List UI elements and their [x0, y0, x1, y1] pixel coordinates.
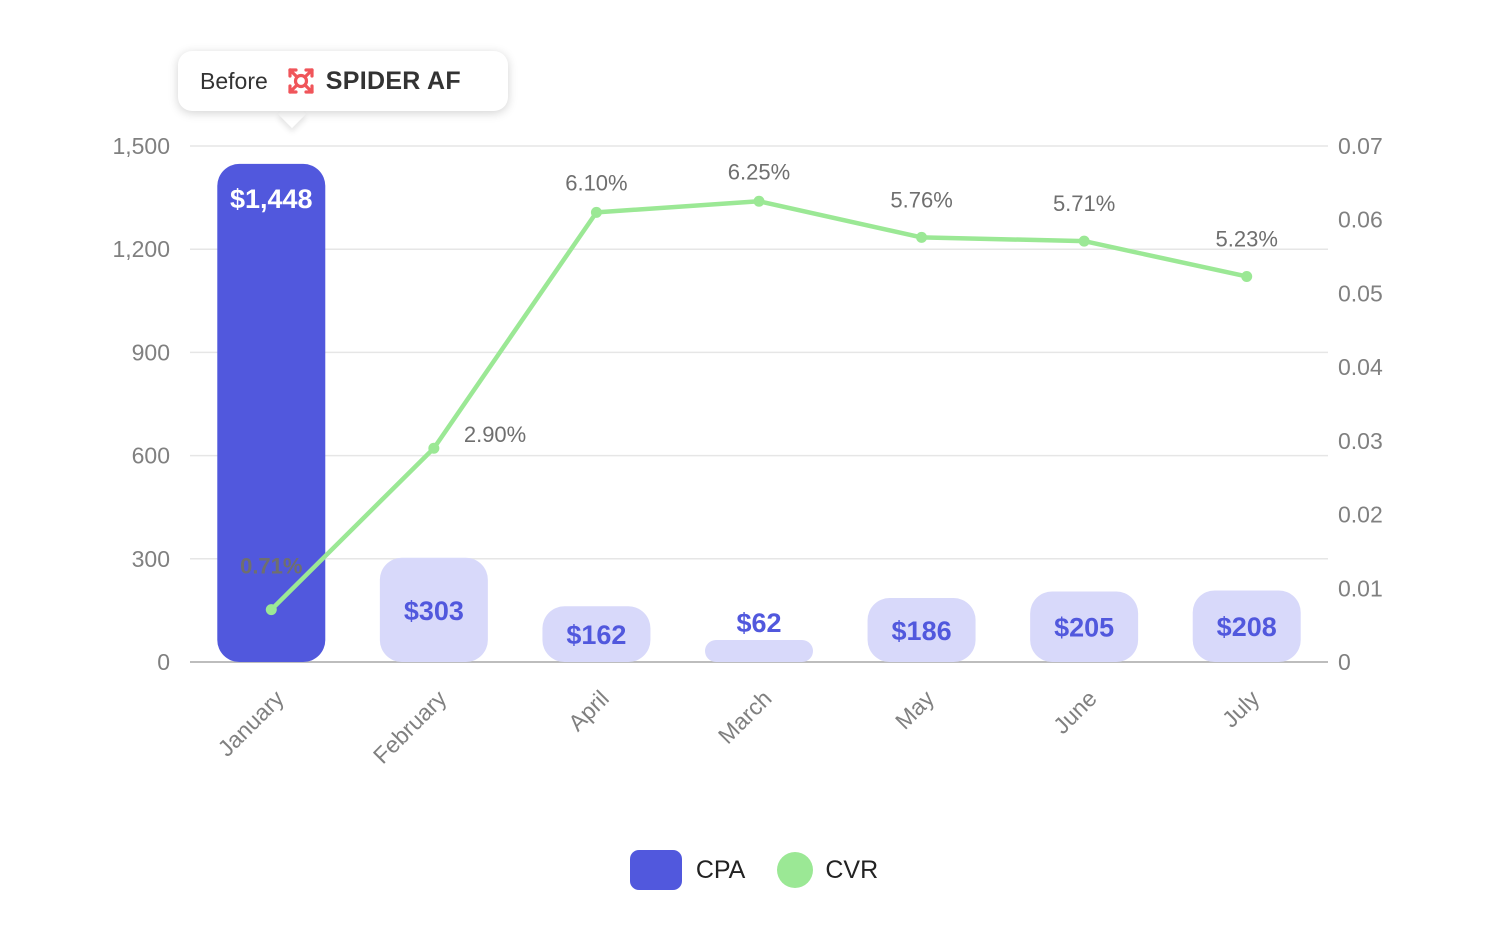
left-tick-label: 900	[132, 339, 170, 365]
cvr-point	[590, 206, 602, 218]
cpa-bar	[705, 640, 813, 662]
right-tick-label: 0.01	[1338, 575, 1383, 601]
cvr-data-label: 5.76%	[890, 187, 952, 212]
left-tick-label: 600	[132, 443, 170, 469]
legend-item-cpa[interactable]: CPA	[629, 850, 746, 890]
cvr-point	[916, 231, 928, 243]
legend: CPA CVR	[0, 850, 1508, 890]
right-tick-label: 0.07	[1338, 133, 1383, 159]
x-tick-label: May	[890, 685, 939, 734]
cpa-bar	[867, 598, 976, 662]
x-tick-label: February	[368, 685, 452, 769]
right-tick-label: 0.06	[1338, 207, 1383, 233]
cpa-bars: $1,448 $303 $162 $62 $186 $205 $208	[217, 163, 1301, 662]
tooltip-brand-text: SPIDER AF	[325, 66, 461, 95]
right-tick-label: 0.02	[1338, 502, 1383, 528]
cpa-data-label: $205	[1054, 613, 1114, 643]
cpa-data-label: $1,448	[230, 184, 313, 214]
cpa-bar	[542, 606, 651, 662]
cvr-point	[428, 442, 440, 454]
right-tick-label: 0.04	[1338, 354, 1383, 380]
cvr-point	[265, 604, 277, 616]
cpa-bar	[379, 557, 488, 662]
cvr-line: 0.71% 2.90% 6.10% 6.25% 5.76% 5.71% 5.23%	[240, 159, 1278, 616]
left-axis-ticks: 0 300 600 900 1,200 1,500	[112, 133, 170, 675]
cpa-data-label: $303	[404, 596, 464, 626]
left-tick-label: 1,500	[112, 133, 170, 159]
cpa-bar	[1192, 590, 1301, 662]
cpa-bar	[1030, 591, 1139, 662]
x-tick-label: June	[1048, 685, 1102, 739]
x-tick-label: January	[213, 685, 290, 762]
right-tick-label: 0	[1338, 649, 1351, 675]
x-axis-labels: January February April March May June July	[213, 685, 1265, 769]
cvr-point	[1241, 270, 1253, 282]
before-tooltip: Before SPIDER AF	[178, 51, 508, 111]
cvr-data-label: 5.23%	[1216, 226, 1278, 251]
cvr-data-label: 5.71%	[1053, 191, 1115, 216]
cpa-data-label: $162	[566, 620, 626, 650]
cpa-data-label: $208	[1217, 612, 1277, 642]
x-tick-label: April	[563, 685, 614, 736]
cvr-data-label: 0.71%	[240, 554, 302, 579]
left-tick-label: 300	[132, 546, 170, 572]
legend-swatch-cvr	[777, 852, 814, 888]
x-tick-label: March	[713, 685, 777, 749]
cpa-bar	[217, 163, 326, 662]
cvr-point	[753, 195, 765, 207]
spider-af-logo-icon	[288, 68, 314, 94]
cpa-data-label: $186	[892, 616, 952, 646]
right-tick-label: 0.03	[1338, 428, 1383, 454]
cpa-data-label: $62	[736, 608, 781, 638]
left-tick-label: 0	[157, 649, 170, 675]
cvr-series-line	[269, 199, 1248, 612]
x-tick-label: July	[1217, 685, 1265, 733]
legend-item-cvr[interactable]: CVR	[777, 852, 878, 888]
left-tick-label: 1,200	[112, 236, 170, 262]
cvr-point	[1078, 235, 1090, 247]
grid-lines	[190, 145, 1328, 663]
right-axis-ticks: 0 0.01 0.02 0.03 0.04 0.05 0.06 0.07	[1338, 133, 1383, 675]
tooltip-before-text: Before	[200, 67, 268, 94]
legend-label-cpa: CPA	[695, 855, 746, 884]
right-tick-label: 0.05	[1338, 280, 1383, 306]
cvr-data-label: 6.10%	[565, 170, 627, 195]
cvr-data-label: 6.25%	[728, 159, 790, 184]
legend-label-cvr: CVR	[825, 855, 879, 884]
legend-swatch-cpa	[629, 850, 682, 890]
cvr-data-label: 2.90%	[464, 422, 526, 447]
